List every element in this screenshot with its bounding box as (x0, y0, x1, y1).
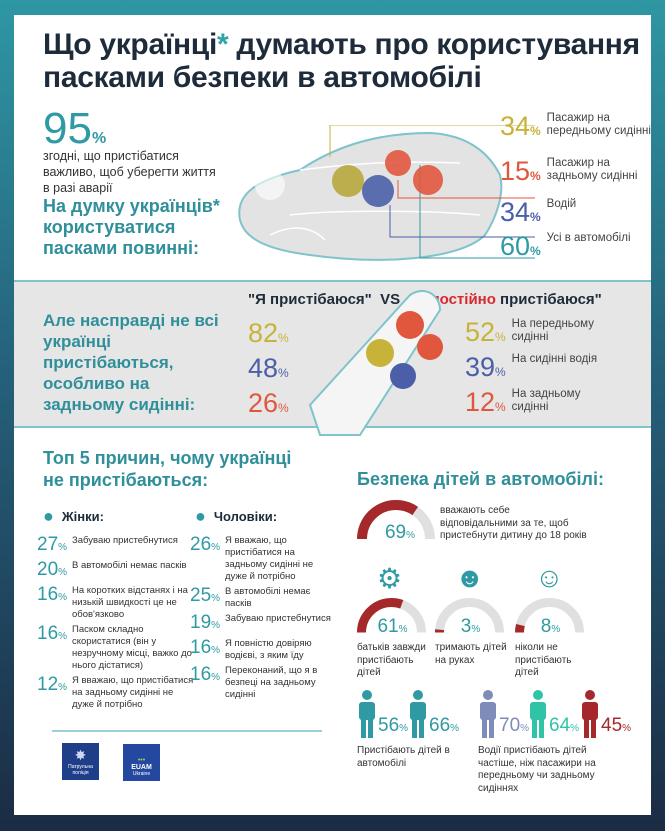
driver-dot (362, 175, 394, 207)
seat-caption: Водії пристібають дітей частіше, ніж пас… (478, 745, 596, 794)
always-buckle-stat: 39% На сидінні водія (464, 352, 598, 382)
rear-passenger-icon-figure: 45% (580, 690, 631, 738)
reason-item: 12% Я вважаю, що пристібатися на задньому… (37, 674, 194, 710)
reason-item: 19% Забуваю пристебнутися (190, 612, 331, 633)
divider (52, 730, 322, 732)
reason-item: 16% Паском складно скористатися (він у не… (37, 623, 192, 671)
reason-item: 20% В автомобілі немає пасків (37, 559, 187, 580)
euam-logo: ••• EUAM Ukraine (123, 744, 160, 781)
reason-item: 16% На коротких відстанях і на низькій шв… (37, 584, 188, 620)
front-passenger-dot (332, 165, 364, 197)
buckle-percent: 26% (248, 388, 289, 418)
patrol-police-logo: ✸ Патрульна поліція (62, 743, 99, 780)
parent-holding-child-icon: ☺ (535, 562, 564, 593)
man-icon-figure: 66% (408, 690, 459, 738)
gender-caption: Пристібають дітей в автомобілі (357, 745, 450, 769)
child-seat-icon: ⚙ (377, 563, 403, 594)
man-icon: ● (195, 506, 206, 526)
child-gauge-percent: 3% (460, 616, 481, 637)
agree-text: згодні, що пристібатися важливо, щоб убе… (43, 149, 216, 195)
driver-icon-figure: 70% (478, 690, 529, 738)
reason-item: 27% Забуваю пристебнутися (37, 534, 178, 555)
reasons-heading: Топ 5 причин, чому українці не пристібаю… (43, 448, 292, 490)
should-wear-stat: 60% Усі в автомобілі (499, 231, 631, 261)
car-top-illustration (308, 290, 443, 436)
should-wear-stat: 34% Водій (499, 197, 577, 227)
reason-item: 16% Переконаний, що я в безпеці на задньо… (190, 664, 318, 700)
men-reasons-list: 26% Я вважаю, що пристібатися на задньому… (190, 535, 335, 704)
men-header: ● Чоловіки: (195, 506, 278, 526)
page-title: Що українці* думають про користування пас… (43, 28, 640, 94)
buckle-vs-heading: "Я пристібаюся" VS "Я постійно пристібаю… (248, 291, 602, 308)
child-icon: ☻ (455, 562, 485, 593)
child-gauge-percent: 8% (540, 616, 561, 637)
child-gauge (435, 598, 504, 633)
agree-percent: 95% (43, 104, 107, 153)
children-heading: Безпека дітей в автомобілі: (357, 469, 604, 489)
reason-item: 26% Я вважаю, що пристібатися на задньому… (190, 534, 314, 582)
responsible-text: вважають себе відповідальними за те, щоб… (440, 505, 587, 541)
child-gauge (515, 598, 584, 633)
rear-passenger-dot (385, 150, 411, 176)
responsible-percent: 69% (384, 522, 416, 543)
reason-item: 16% Я повністю довіряю водієві, з яким їд… (190, 637, 312, 661)
buckle-percent: 82% (248, 318, 289, 348)
women-reasons-list: 27% Забуваю пристебнутися 20% В автомобілі … (37, 535, 197, 714)
buckle-percent: 48% (248, 353, 289, 383)
woman-icon-figure: 56% (357, 690, 408, 738)
child-gauge-text: ніколи не пристібають дітей (515, 642, 572, 678)
child-gauge-percent: 61% (377, 616, 408, 637)
woman-icon: ● (43, 506, 54, 526)
child-gauge (357, 598, 426, 633)
car-side-illustration (238, 125, 535, 261)
rear-passenger-dot (413, 165, 443, 195)
should-wear-stat: 34% Пасажир на передньому сидінні (499, 111, 651, 141)
always-buckle-stat: 12% На задньому сидінні (464, 387, 581, 417)
should-wear-stat: 15% Пасажир на задньому сидінні (499, 156, 638, 186)
child-gauge-text: батьків завжди пристібають дітей (357, 642, 426, 678)
reason-item: 25% В автомобілі немає пасків (190, 585, 311, 609)
responsible-gauge (357, 500, 435, 540)
always-buckle-stat: 52% На передньому сидінні (464, 317, 594, 347)
front-passenger-icon-figure: 64% (528, 690, 579, 738)
women-header: ● Жінки: (43, 506, 104, 526)
reality-heading: Але насправді не всі українці пристібают… (43, 311, 219, 414)
opinion-heading: На думку українців* користуватися паскам… (43, 196, 220, 258)
child-gauge-text: тримають дітей на руках (435, 642, 507, 666)
